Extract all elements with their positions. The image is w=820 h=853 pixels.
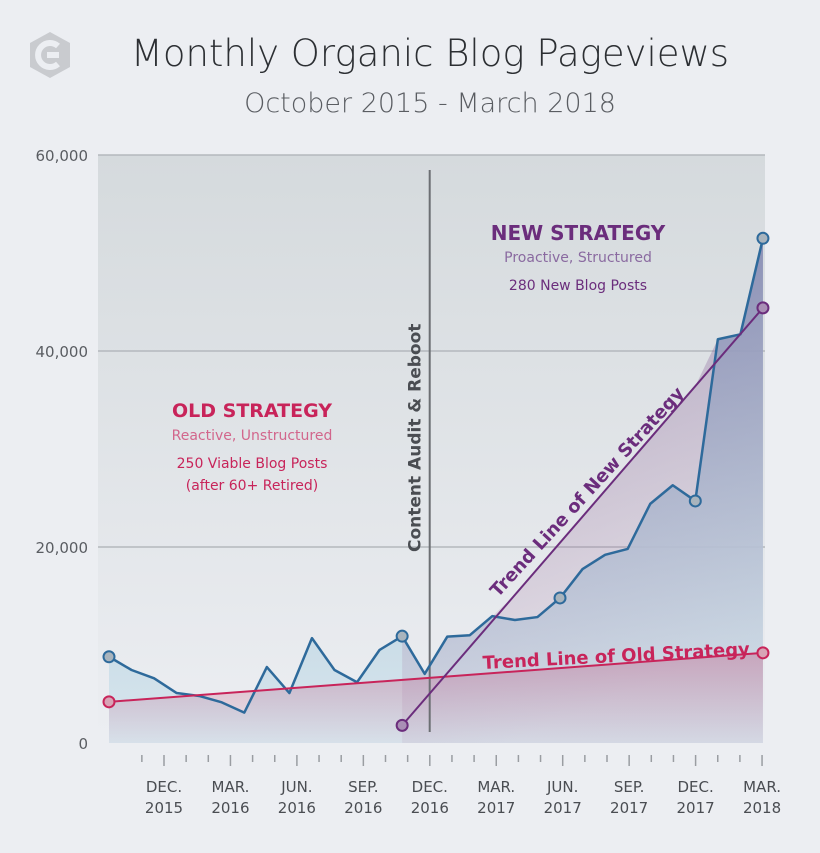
y-tick-label: 0 xyxy=(78,735,88,753)
x-tick-label-month: MAR. xyxy=(212,778,250,796)
x-tick-label-year: 2016 xyxy=(211,799,249,817)
data-point-marker xyxy=(553,591,567,605)
chart-subtitle: October 2015 - March 2018 xyxy=(244,88,616,119)
x-tick-label-month: DEC. xyxy=(412,778,448,796)
x-tick-label-year: 2015 xyxy=(145,799,183,817)
new-strategy-heading: NEW STRATEGY xyxy=(491,221,666,245)
old-strategy-retired: (after 60+ Retired) xyxy=(186,478,319,494)
old-strategy-subtitle: Reactive, Unstructured xyxy=(172,428,333,444)
y-tick-label: 40,000 xyxy=(36,343,89,361)
pageviews-line xyxy=(108,238,765,714)
x-tick-label-year: 2016 xyxy=(344,799,382,817)
brand-logo-icon xyxy=(30,32,70,78)
x-tick-label-year: 2016 xyxy=(278,799,316,817)
chart-title: Monthly Organic Blog Pageviews xyxy=(130,32,730,75)
new-trend-start-marker xyxy=(395,718,409,732)
x-tick-label-month: DEC. xyxy=(146,778,182,796)
x-tick-label-month: SEP. xyxy=(614,778,644,796)
data-point-marker xyxy=(102,650,116,664)
x-tick-label-month: JUN. xyxy=(280,778,312,796)
x-tick-label-year: 2016 xyxy=(411,799,449,817)
old-strategy-posts: 250 Viable Blog Posts xyxy=(177,456,328,472)
y-tick-label: 60,000 xyxy=(36,147,89,165)
new-trend-end-marker xyxy=(756,301,770,315)
old-strategy-heading: OLD STRATEGY xyxy=(172,400,332,422)
new-trend-line xyxy=(401,307,764,727)
x-tick-label-month: MAR. xyxy=(743,778,781,796)
old-trend-start-marker xyxy=(102,695,116,709)
x-tick-label-month: JUN. xyxy=(546,778,578,796)
x-tick-label-year: 2017 xyxy=(610,799,648,817)
x-tick-label-year: 2017 xyxy=(544,799,582,817)
data-point-marker xyxy=(688,494,702,508)
x-tick-label-year: 2017 xyxy=(477,799,515,817)
y-tick-label: 20,000 xyxy=(36,539,89,557)
new-strategy-posts: 280 New Blog Posts xyxy=(509,278,647,294)
x-tick-label-year: 2017 xyxy=(677,799,715,817)
new-strategy-subtitle: Proactive, Structured xyxy=(504,250,652,266)
x-tick-label-month: MAR. xyxy=(477,778,515,796)
event-label: Content Audit & Reboot xyxy=(406,324,426,552)
x-tick-label-month: SEP. xyxy=(348,778,378,796)
data-point-marker xyxy=(395,629,409,643)
data-point-marker xyxy=(756,231,770,245)
old-trend-line xyxy=(108,651,764,703)
x-tick-label-month: DEC. xyxy=(677,778,713,796)
x-tick-label-year: 2018 xyxy=(743,799,781,817)
old-trend-end-marker xyxy=(756,646,770,660)
